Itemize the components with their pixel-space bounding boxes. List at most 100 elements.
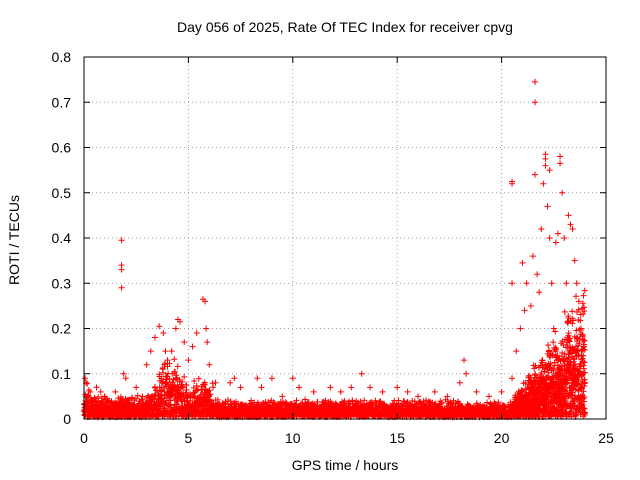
data-point	[152, 387, 159, 394]
data-point	[171, 391, 178, 398]
data-point	[394, 384, 401, 391]
data-point	[521, 307, 528, 314]
data-point	[171, 356, 178, 363]
x-tick-label: 5	[185, 430, 193, 446]
data-point	[248, 397, 255, 404]
data-point	[134, 392, 141, 399]
data-point	[509, 375, 516, 382]
data-point	[456, 379, 463, 386]
data-point	[529, 253, 536, 260]
data-point	[227, 379, 234, 386]
data-point	[204, 339, 211, 346]
data-point	[431, 388, 438, 395]
data-point	[82, 375, 89, 382]
data-point	[161, 388, 168, 395]
data-point	[160, 369, 167, 376]
data-point	[367, 384, 374, 391]
data-point	[546, 235, 553, 241]
data-point	[327, 384, 334, 391]
data-point	[254, 375, 261, 382]
data-point	[180, 384, 187, 391]
data-point	[279, 393, 286, 400]
data-point	[206, 361, 213, 368]
data-point	[580, 292, 587, 299]
data-point	[268, 375, 275, 382]
data-point	[147, 348, 154, 355]
data-point	[538, 225, 545, 232]
data-point	[519, 259, 526, 266]
data-point	[581, 287, 588, 294]
data-point	[118, 266, 125, 273]
data-point	[237, 384, 244, 391]
data-point	[158, 375, 165, 382]
data-point	[571, 257, 578, 264]
data-point	[258, 384, 265, 391]
data-point	[565, 212, 572, 219]
y-axis-title: ROTI / TECUs	[6, 195, 22, 285]
data-point	[552, 328, 559, 335]
data-point	[221, 401, 228, 408]
data-point	[463, 370, 470, 377]
data-point	[536, 289, 543, 296]
data-point	[546, 167, 553, 174]
data-point	[473, 388, 480, 395]
data-point	[168, 348, 175, 355]
data-point	[550, 339, 557, 346]
data-point	[205, 388, 212, 395]
data-point	[174, 363, 181, 370]
data-point	[206, 387, 213, 394]
data-point	[557, 153, 564, 160]
data-point	[231, 375, 238, 382]
data-point	[138, 396, 145, 403]
data-point	[542, 155, 549, 162]
data-point	[222, 400, 229, 407]
data-point	[289, 375, 296, 382]
data-point	[542, 162, 549, 169]
data-point	[187, 397, 194, 404]
y-tick-label: 0	[63, 411, 71, 427]
data-point	[361, 397, 368, 404]
data-point	[118, 284, 125, 291]
data-point	[167, 397, 174, 404]
data-point	[166, 375, 173, 382]
y-tick-label: 0.6	[52, 140, 72, 156]
data-point	[210, 384, 217, 391]
data-point	[461, 357, 468, 364]
data-point	[203, 325, 210, 332]
data-point	[523, 280, 530, 287]
x-tick-label: 0	[80, 430, 88, 446]
data-point	[133, 395, 140, 402]
chart-title: Day 056 of 2025, Rate Of TEC Index for r…	[177, 19, 513, 35]
data-point	[527, 302, 534, 309]
data-point	[310, 388, 317, 395]
x-tick-label: 10	[285, 430, 301, 446]
data-point	[118, 237, 125, 244]
data-point	[545, 342, 552, 349]
data-point	[181, 373, 188, 380]
x-axis-title: GPS time / hours	[292, 457, 399, 473]
data-point	[143, 361, 150, 368]
data-point	[151, 334, 158, 341]
data-point	[554, 230, 561, 237]
data-point	[563, 280, 570, 287]
y-tick-label: 0.2	[52, 321, 72, 337]
data-point	[415, 393, 422, 400]
data-point	[207, 391, 214, 398]
data-point	[550, 325, 557, 332]
data-point	[195, 375, 202, 382]
data-point	[569, 308, 576, 315]
data-point	[509, 280, 516, 287]
data-point	[540, 180, 547, 187]
data-point	[201, 382, 208, 389]
y-tick-label: 0.8	[52, 49, 72, 65]
data-point	[173, 401, 180, 408]
y-tick-label: 0.4	[52, 230, 72, 246]
data-point	[486, 393, 493, 400]
data-point	[181, 339, 188, 346]
data-point	[189, 343, 196, 350]
data-point	[195, 386, 202, 393]
data-point	[498, 388, 505, 395]
data-point	[573, 280, 580, 287]
x-tick-label: 15	[389, 430, 405, 446]
